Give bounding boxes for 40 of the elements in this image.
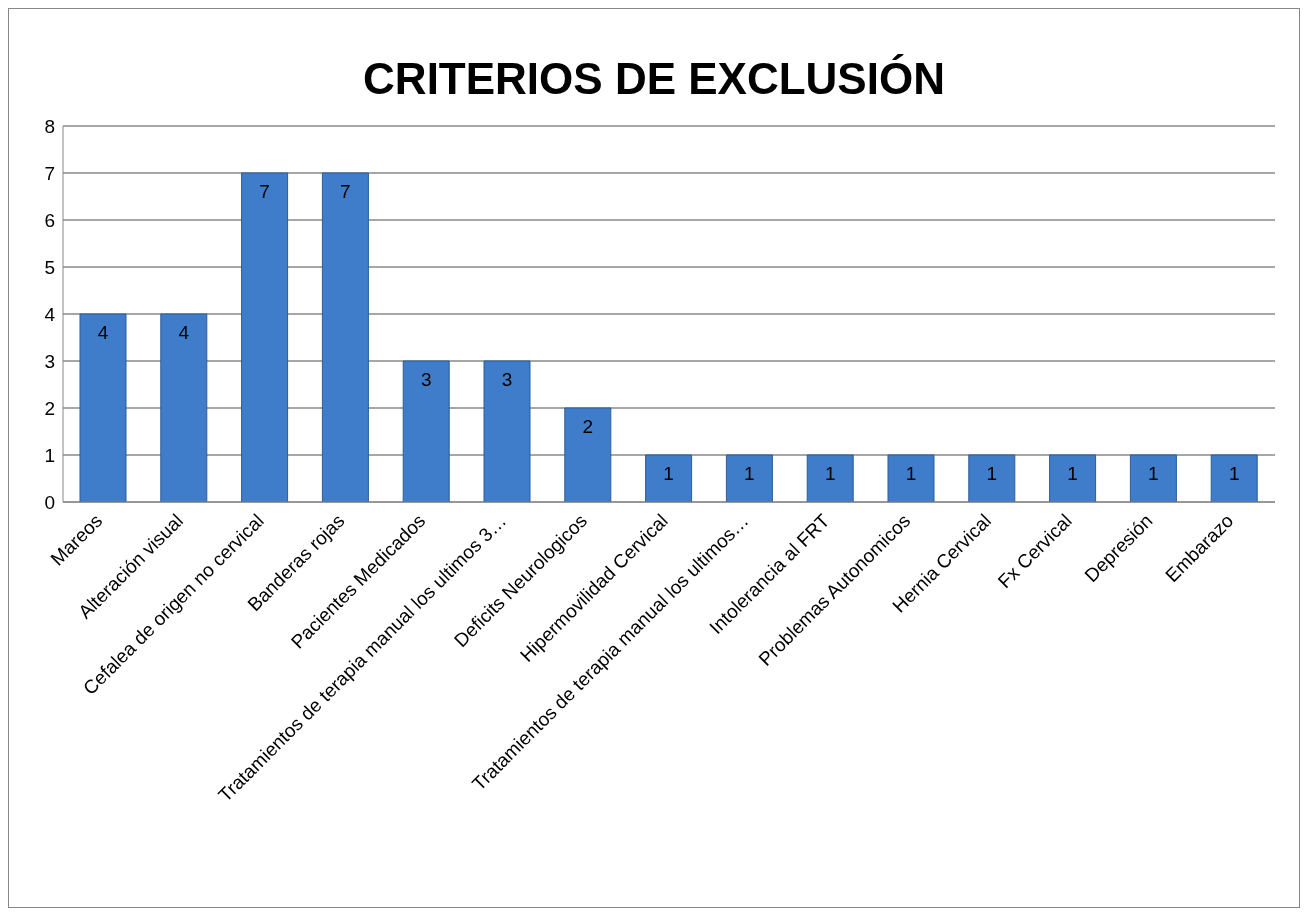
data-label: 4 xyxy=(97,322,109,344)
y-tick-label: 5 xyxy=(44,256,55,278)
bar xyxy=(483,360,531,502)
bar xyxy=(806,454,854,502)
y-tick-label: 6 xyxy=(44,209,55,231)
bar xyxy=(1049,454,1097,502)
y-tick-label: 4 xyxy=(44,303,56,325)
bar xyxy=(564,407,612,502)
bar xyxy=(1129,454,1177,502)
y-tick-label: 0 xyxy=(44,491,55,513)
chart-title: CRITERIOS DE EXCLUSIÓN xyxy=(363,54,945,104)
y-tick-label: 8 xyxy=(44,115,55,137)
data-label: 1 xyxy=(986,463,998,485)
bar xyxy=(1210,454,1258,502)
bar xyxy=(645,454,693,502)
data-label: 7 xyxy=(259,181,270,203)
y-tick-label: 7 xyxy=(44,162,55,184)
data-label: 4 xyxy=(178,322,190,344)
data-label: 1 xyxy=(905,463,917,485)
data-label: 1 xyxy=(1067,463,1078,485)
y-tick-label: 2 xyxy=(44,397,55,419)
data-label: 1 xyxy=(824,463,836,485)
data-label: 1 xyxy=(744,463,755,485)
y-tick-label: 1 xyxy=(44,444,55,466)
bar xyxy=(321,172,369,502)
bar xyxy=(968,454,1016,502)
bar xyxy=(725,454,773,502)
y-tick-label: 3 xyxy=(44,350,55,372)
bar xyxy=(887,454,935,502)
bar xyxy=(402,360,450,502)
data-label: 1 xyxy=(1228,463,1240,485)
bar xyxy=(241,172,289,502)
data-label: 1 xyxy=(663,463,674,485)
data-label: 1 xyxy=(1148,463,1159,485)
data-label: 2 xyxy=(582,416,594,438)
bar xyxy=(79,313,127,502)
data-label: 3 xyxy=(420,369,432,391)
data-label: 7 xyxy=(340,181,351,203)
data-label: 3 xyxy=(501,369,513,391)
bar xyxy=(160,313,208,502)
